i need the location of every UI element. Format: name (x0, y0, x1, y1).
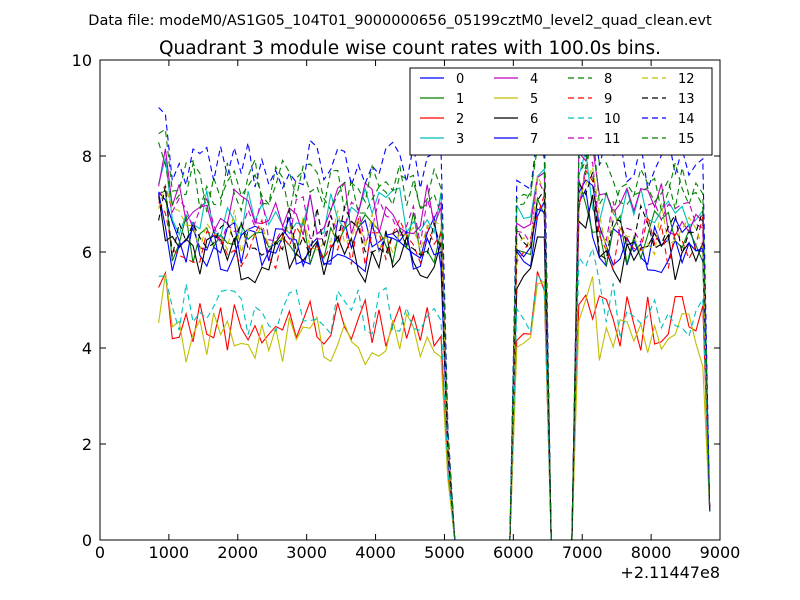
legend-label-4: 4 (530, 72, 538, 87)
y-tick-label: 0 (82, 531, 92, 550)
series-line-9 (158, 168, 711, 540)
series-line-10 (158, 246, 711, 540)
x-tick-label: 9000 (700, 543, 741, 562)
series-line-5 (158, 273, 711, 540)
x-tick-label: 3000 (286, 543, 327, 562)
series-line-0 (158, 187, 711, 540)
legend-label-10: 10 (604, 112, 621, 127)
x-tick-label: 7000 (562, 543, 603, 562)
legend-label-14: 14 (678, 112, 695, 127)
series-line-3 (158, 151, 711, 540)
y-tick-label: 10 (72, 51, 92, 70)
legend-label-3: 3 (456, 132, 464, 147)
legend-label-6: 6 (530, 112, 538, 127)
chart-suptitle: Data file: modeM0/AS1G05_104T01_90000006… (88, 13, 712, 29)
axis-ticks: 0 1000 2000 3000 4000 5000 6000 7000 8000 9000 0 2 4… (72, 51, 741, 562)
series-line-8 (158, 127, 711, 540)
legend-label-7: 7 (530, 132, 538, 147)
legend-label-9: 9 (604, 92, 612, 107)
legend-label-1: 1 (456, 92, 464, 107)
x-offset-label: +2.11447e8 (620, 563, 720, 582)
series-line-2 (158, 270, 711, 540)
y-tick-label: 6 (82, 243, 92, 262)
series-line-15 (158, 124, 711, 540)
x-tick-label: 5000 (424, 543, 465, 562)
y-tick-label: 2 (82, 435, 92, 454)
series-line-6 (158, 194, 711, 540)
legend-label-8: 8 (604, 72, 612, 87)
series-line-7 (158, 179, 711, 540)
chart-title: Quadrant 3 module wise count rates with … (159, 38, 661, 59)
legend-label-5: 5 (530, 92, 538, 107)
legend-label-0: 0 (456, 72, 464, 87)
legend-label-11: 11 (604, 132, 621, 147)
x-tick-label: 2000 (217, 543, 258, 562)
plot-frame (99, 59, 721, 541)
x-tick-label: 0 (95, 543, 105, 562)
y-tick-label: 8 (82, 147, 92, 166)
legend-label-15: 15 (678, 132, 695, 147)
x-tick-label: 8000 (631, 543, 672, 562)
series-line-13 (158, 172, 711, 540)
series-line-11 (158, 161, 711, 540)
y-tick-label: 4 (82, 339, 92, 358)
legend-label-2: 2 (456, 112, 464, 127)
series-line-12 (158, 165, 711, 540)
legend-label-12: 12 (678, 72, 695, 87)
series-layer (158, 105, 711, 540)
x-tick-label: 6000 (493, 543, 534, 562)
legend-label-13: 13 (678, 92, 695, 107)
x-tick-label: 4000 (355, 543, 396, 562)
legend-box (409, 67, 713, 156)
x-tick-label: 1000 (149, 543, 190, 562)
